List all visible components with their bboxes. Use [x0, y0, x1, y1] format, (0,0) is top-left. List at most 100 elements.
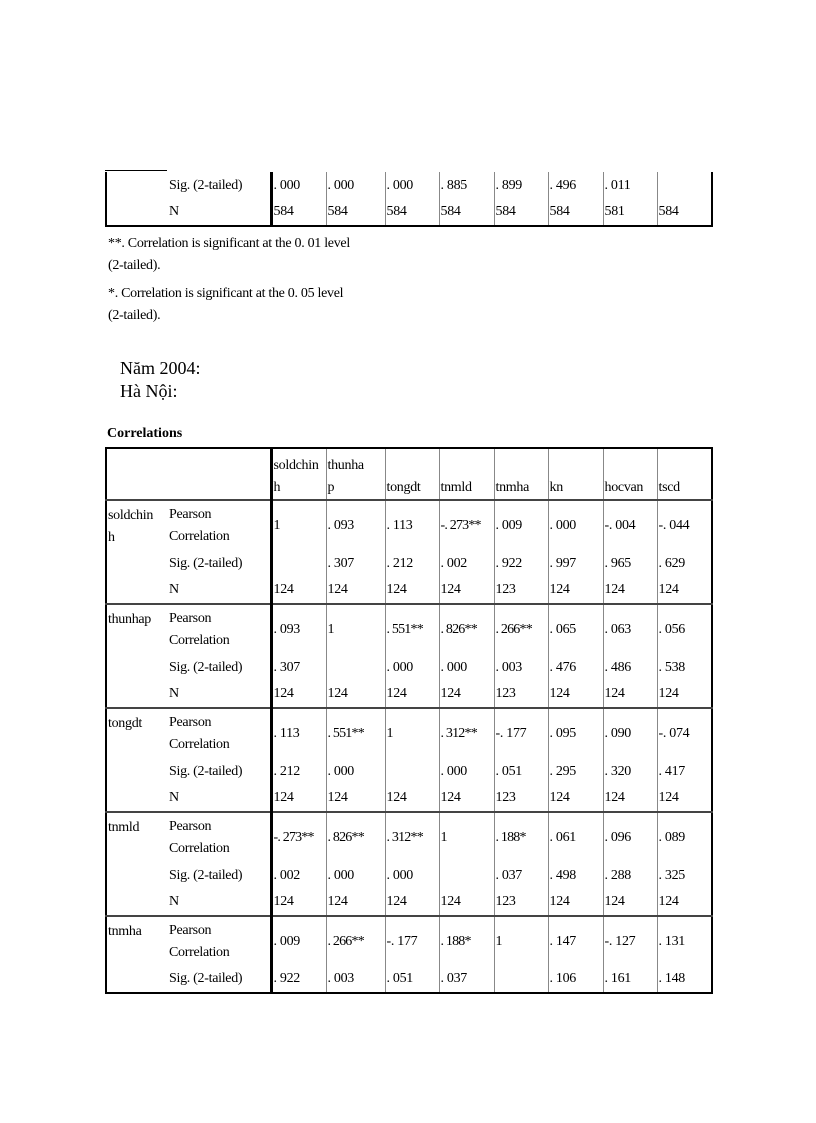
value-cell: . 000 — [325, 758, 385, 785]
column-header-line: kn — [549, 480, 564, 495]
value-cell: 1 — [269, 499, 326, 550]
value-cell: . 051 — [493, 758, 548, 785]
value-cell: 124 — [384, 889, 439, 916]
value-cell: . 113 — [269, 707, 326, 758]
table-row-pearson: tnmld Pearson Correlation -. 273**. 826**. … — [106, 811, 712, 916]
value-cell: 1 — [493, 915, 548, 966]
value-cell: 584 — [269, 199, 326, 226]
value-cell: . 037 — [438, 966, 494, 993]
value-cell: 124 — [656, 681, 712, 708]
stat-label: Sig. (2-tailed) — [169, 867, 243, 883]
stat-label: N — [169, 790, 179, 805]
value-cell: . 061 — [547, 811, 603, 862]
value-cell: . 009 — [493, 499, 548, 550]
footnote-05: *. Correlation is significant at the 0. … — [108, 286, 344, 301]
value-cell: . 148 — [656, 966, 712, 993]
value-cell: . 496 — [547, 172, 603, 199]
value-cell: 124 — [602, 681, 657, 708]
value-cell: . 000 — [438, 654, 494, 681]
table-row-sig: Sig. (2-tailed). 212. 000. 000. 051. 295… — [106, 758, 712, 785]
value-cell: 124 — [325, 681, 385, 708]
value-cell: . 266** — [493, 603, 548, 654]
value-cell: . 899 — [493, 172, 548, 199]
value-cell: . 288 — [602, 862, 657, 889]
row-variable-line: h — [108, 530, 115, 545]
value-cell: 124 — [325, 577, 385, 604]
value-cell: 124 — [547, 577, 603, 604]
stat-label-line: Correlation — [169, 528, 230, 544]
column-header-line: p — [327, 480, 335, 495]
value-cell: . 063 — [602, 603, 657, 654]
value-cell: 124 — [602, 889, 657, 916]
column-header-line — [441, 455, 494, 477]
value-cell: . 131 — [656, 915, 712, 966]
value-cell: . 826** — [325, 811, 385, 862]
value-cell: . 090 — [602, 707, 657, 758]
value-cell: . 320 — [602, 758, 657, 785]
value-cell: . 106 — [547, 966, 603, 993]
stat-label-line: Pearson — [169, 922, 212, 938]
value-cell: . 266** — [325, 915, 385, 966]
value-cell: . 538 — [656, 654, 712, 681]
value-cell: . 498 — [547, 862, 603, 889]
value-cell: 584 — [493, 199, 548, 226]
footnote-05-cont: (2-tailed). — [108, 308, 161, 323]
column-header-line: tnmld — [440, 480, 472, 495]
value-cell: -. 127 — [602, 915, 657, 966]
table-row-pearson: tongdt Pearson Correlation. 113. 551** 1. 3… — [106, 707, 712, 812]
column-header: tongdt — [384, 448, 439, 500]
stat-label-line: Correlation — [169, 944, 230, 960]
stat-label-line: Pearson — [169, 714, 212, 730]
column-header: kn — [547, 448, 603, 500]
row-variable-line: tnmha — [108, 924, 142, 939]
value-cell: . 113 — [384, 499, 439, 550]
stat-label: Sig. (2-tailed) — [169, 971, 243, 986]
stat-label: Sig. (2-tailed) — [169, 555, 243, 571]
value-cell: . 629 — [656, 550, 712, 577]
value-cell: . 093 — [325, 499, 385, 550]
row-var-cell — [105, 199, 168, 226]
value-cell: 123 — [493, 577, 548, 604]
column-header-line: soldchin — [273, 458, 319, 473]
value-cell: 124 — [656, 889, 712, 916]
stat-label: N — [169, 894, 179, 909]
value-cell: . 212 — [269, 758, 326, 785]
row-variable-line: tnmld — [108, 820, 140, 835]
value-cell: 123 — [493, 889, 548, 916]
column-header: soldchin h — [269, 448, 326, 500]
table-stub-line — [105, 170, 167, 171]
table-row-n: N 124 124 124 124 123 124 124 124 — [106, 681, 712, 708]
value-cell: -. 177 — [493, 707, 548, 758]
stat-label-line: Correlation — [169, 632, 230, 648]
correlations-title: Correlations — [107, 426, 183, 441]
header-row: soldchin h thunha p tongdt tnmld tnmha kn h… — [106, 448, 712, 500]
table-row-pearson: tnmha Pearson Correlation . 009. 266** -. 17… — [106, 915, 712, 993]
value-cell: . 965 — [602, 550, 657, 577]
column-header-line — [659, 455, 712, 477]
corner-cell — [168, 448, 271, 500]
value-cell: . 096 — [602, 811, 657, 862]
stat-label: Sig. (2-tailed) — [169, 763, 243, 779]
value-cell: 1 — [438, 811, 494, 862]
value-cell: 124 — [438, 681, 494, 708]
value-cell: 124 — [656, 785, 712, 812]
value-cell: 124 — [602, 785, 657, 812]
value-cell: 124 — [656, 577, 712, 604]
column-header-line: tnmha — [495, 480, 530, 495]
stat-label: Pearson Correlation — [168, 811, 271, 862]
heading-year: Năm 2004: — [120, 358, 201, 378]
value-cell: . 089 — [656, 811, 712, 862]
value-cell: . 417 — [656, 758, 712, 785]
value-cell: . 000 — [384, 172, 439, 199]
stat-label-line: Correlation — [169, 840, 230, 856]
value-cell: 124 — [269, 577, 326, 604]
correlations-table: soldchin h thunha p tongdt tnmld tnmha kn h… — [105, 447, 713, 994]
table-row: N 584 584 584 584 584 584 581 584 — [105, 199, 712, 226]
value-cell — [384, 758, 439, 785]
stat-label-line: Pearson — [169, 610, 212, 626]
value-cell: . 551** — [325, 707, 385, 758]
value-cell: . 002 — [438, 550, 494, 577]
value-cell: . 009 — [269, 915, 326, 966]
row-variable: tnmld — [106, 811, 168, 916]
value-cell: -. 074 — [656, 707, 712, 758]
